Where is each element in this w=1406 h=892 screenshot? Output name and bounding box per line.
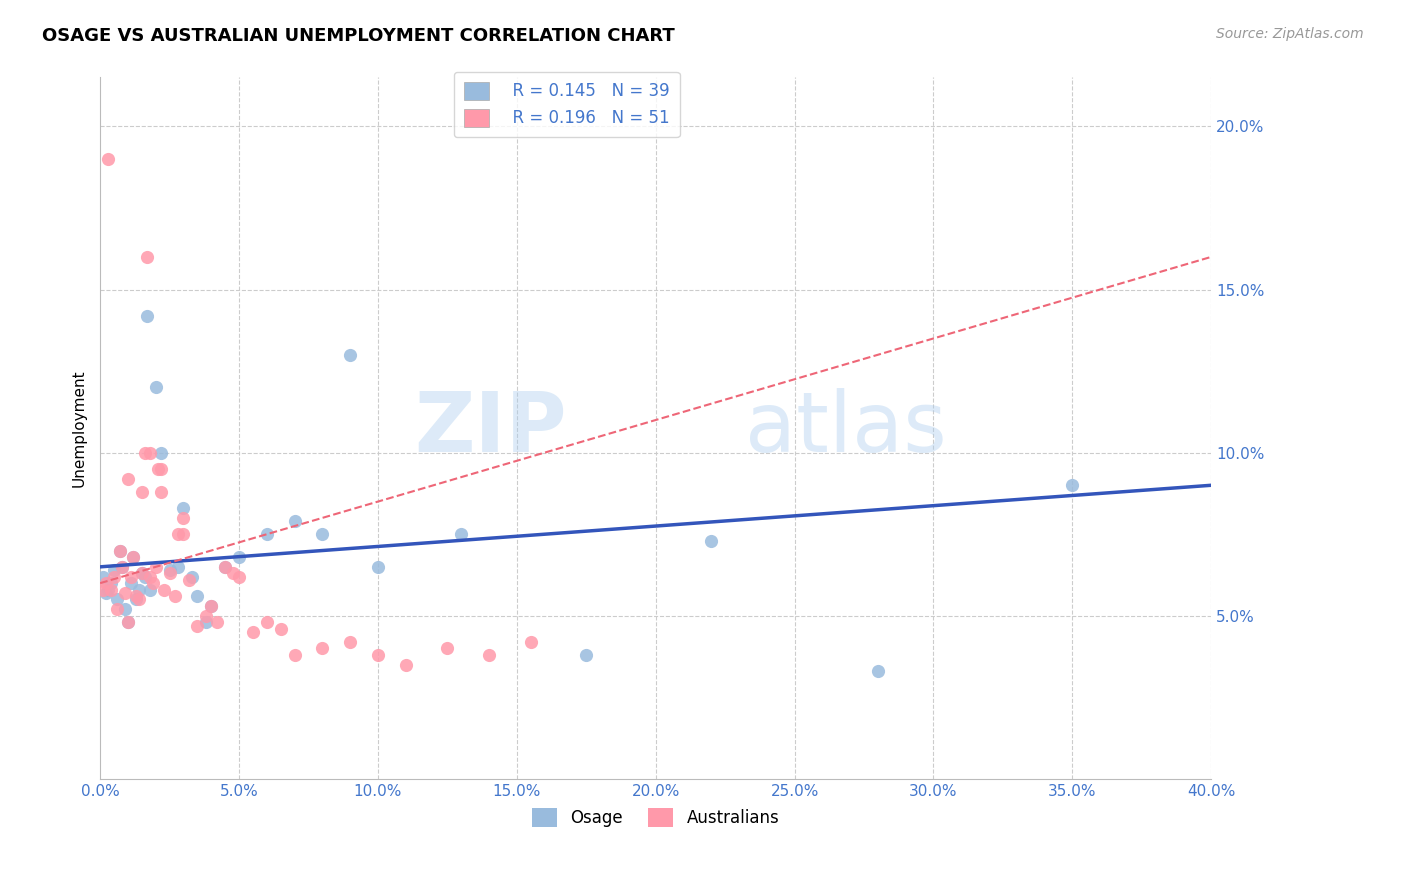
Point bbox=[94, 586, 117, 600]
Point bbox=[186, 618, 208, 632]
Point bbox=[165, 589, 187, 603]
Point bbox=[108, 543, 131, 558]
Point bbox=[136, 309, 159, 323]
Point bbox=[339, 348, 361, 362]
Text: ZIP: ZIP bbox=[415, 388, 567, 468]
Point bbox=[117, 615, 139, 630]
Point bbox=[228, 550, 250, 565]
Point bbox=[131, 484, 153, 499]
Point bbox=[150, 445, 173, 459]
Point bbox=[114, 602, 136, 616]
Point bbox=[194, 608, 217, 623]
Point bbox=[120, 576, 142, 591]
Point bbox=[97, 582, 120, 597]
Point bbox=[136, 250, 159, 264]
Point bbox=[167, 559, 190, 574]
Text: atlas: atlas bbox=[745, 388, 946, 468]
Point bbox=[222, 566, 245, 581]
Point bbox=[159, 566, 181, 581]
Point bbox=[100, 582, 122, 597]
Point bbox=[242, 625, 264, 640]
Point bbox=[114, 586, 136, 600]
Point bbox=[139, 569, 162, 583]
Point bbox=[200, 599, 222, 613]
Point bbox=[108, 543, 131, 558]
Point bbox=[117, 615, 139, 630]
Point bbox=[395, 657, 418, 672]
Point bbox=[131, 566, 153, 581]
Point bbox=[180, 569, 202, 583]
Point bbox=[228, 569, 250, 583]
Point bbox=[148, 462, 170, 476]
Point bbox=[128, 582, 150, 597]
Y-axis label: Unemployment: Unemployment bbox=[72, 369, 86, 487]
Point bbox=[91, 569, 114, 583]
Point bbox=[214, 559, 236, 574]
Point bbox=[205, 615, 228, 630]
Point bbox=[111, 559, 134, 574]
Point bbox=[186, 589, 208, 603]
Point bbox=[128, 592, 150, 607]
Point bbox=[172, 501, 194, 516]
Legend: Osage, Australians: Osage, Australians bbox=[526, 802, 786, 834]
Point bbox=[194, 615, 217, 630]
Point bbox=[145, 559, 167, 574]
Point bbox=[142, 576, 165, 591]
Point bbox=[103, 563, 125, 577]
Point bbox=[150, 462, 173, 476]
Point bbox=[134, 445, 156, 459]
Text: OSAGE VS AUSTRALIAN UNEMPLOYMENT CORRELATION CHART: OSAGE VS AUSTRALIAN UNEMPLOYMENT CORRELA… bbox=[42, 27, 675, 45]
Point bbox=[167, 527, 190, 541]
Point bbox=[311, 527, 333, 541]
Point bbox=[105, 602, 128, 616]
Point bbox=[139, 582, 162, 597]
Point bbox=[145, 380, 167, 394]
Point bbox=[700, 533, 723, 548]
Point bbox=[367, 559, 389, 574]
Point bbox=[150, 484, 173, 499]
Point bbox=[97, 152, 120, 166]
Point bbox=[122, 550, 145, 565]
Point bbox=[256, 615, 278, 630]
Point bbox=[270, 622, 292, 636]
Point bbox=[177, 573, 200, 587]
Point bbox=[139, 445, 162, 459]
Point bbox=[1062, 478, 1084, 492]
Point bbox=[214, 559, 236, 574]
Point bbox=[125, 592, 148, 607]
Point bbox=[134, 569, 156, 583]
Point bbox=[131, 566, 153, 581]
Point bbox=[117, 472, 139, 486]
Point bbox=[103, 569, 125, 583]
Point bbox=[172, 527, 194, 541]
Point bbox=[159, 563, 181, 577]
Point bbox=[122, 550, 145, 565]
Point bbox=[284, 648, 307, 662]
Point bbox=[200, 599, 222, 613]
Point bbox=[125, 589, 148, 603]
Text: Source: ZipAtlas.com: Source: ZipAtlas.com bbox=[1216, 27, 1364, 41]
Point bbox=[436, 641, 458, 656]
Point bbox=[100, 576, 122, 591]
Point bbox=[105, 592, 128, 607]
Point bbox=[256, 527, 278, 541]
Point bbox=[450, 527, 472, 541]
Point bbox=[172, 511, 194, 525]
Point bbox=[519, 635, 541, 649]
Point bbox=[91, 582, 114, 597]
Point bbox=[866, 665, 889, 679]
Point bbox=[339, 635, 361, 649]
Point bbox=[478, 648, 501, 662]
Point bbox=[94, 576, 117, 591]
Point bbox=[120, 569, 142, 583]
Point bbox=[311, 641, 333, 656]
Point bbox=[575, 648, 598, 662]
Point bbox=[111, 559, 134, 574]
Point bbox=[153, 582, 176, 597]
Point bbox=[367, 648, 389, 662]
Point bbox=[284, 514, 307, 528]
